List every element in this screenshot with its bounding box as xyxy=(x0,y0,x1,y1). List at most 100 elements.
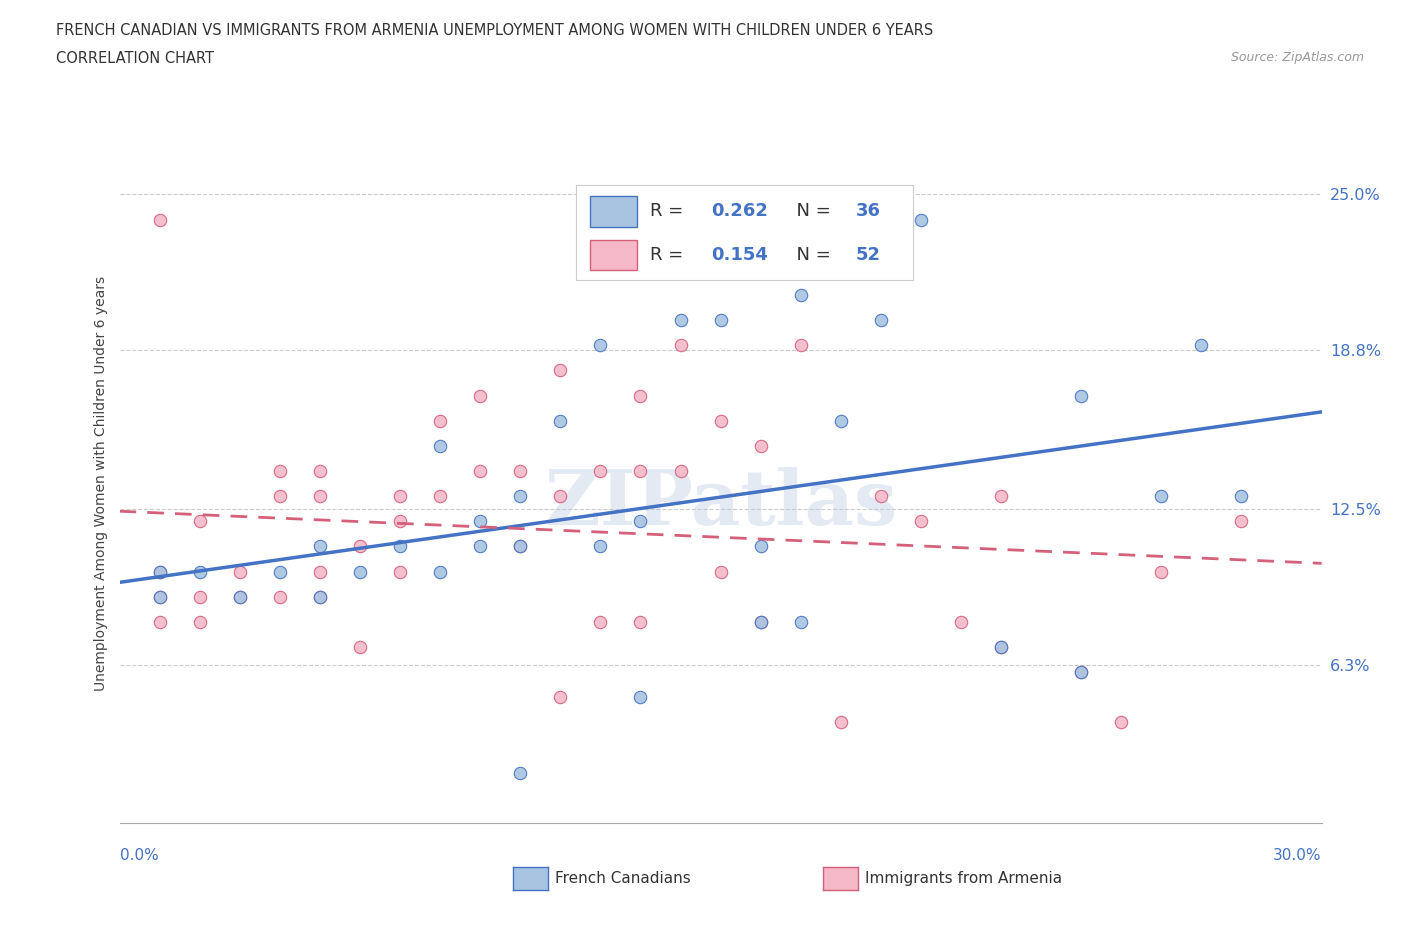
Point xyxy=(790,615,813,630)
Point xyxy=(990,640,1012,655)
Point xyxy=(1150,489,1173,504)
Point xyxy=(468,388,492,403)
Point xyxy=(269,565,291,579)
Point xyxy=(589,539,612,554)
Point xyxy=(1111,715,1133,730)
Point xyxy=(228,590,252,604)
Point xyxy=(749,438,772,453)
Point xyxy=(589,463,612,478)
Point xyxy=(429,489,451,504)
Point xyxy=(429,565,451,579)
Point xyxy=(188,565,211,579)
Point xyxy=(509,539,531,554)
Point xyxy=(388,539,412,554)
Point xyxy=(1070,665,1092,680)
Point xyxy=(309,489,332,504)
Point xyxy=(509,539,531,554)
Point xyxy=(468,514,492,529)
Point xyxy=(309,463,332,478)
Point xyxy=(468,539,492,554)
Point xyxy=(550,363,572,378)
Point xyxy=(550,413,572,428)
Point xyxy=(149,212,172,227)
Point xyxy=(669,338,692,352)
Point xyxy=(269,590,291,604)
Text: 30.0%: 30.0% xyxy=(1274,848,1322,863)
Point xyxy=(468,463,492,478)
Text: FRENCH CANADIAN VS IMMIGRANTS FROM ARMENIA UNEMPLOYMENT AMONG WOMEN WITH CHILDRE: FRENCH CANADIAN VS IMMIGRANTS FROM ARMEN… xyxy=(56,23,934,38)
Text: French Canadians: French Canadians xyxy=(555,871,692,886)
Point xyxy=(309,565,332,579)
Point xyxy=(349,565,371,579)
Point xyxy=(388,565,412,579)
Point xyxy=(869,312,893,327)
Point xyxy=(749,615,772,630)
Point xyxy=(950,615,973,630)
Point xyxy=(990,640,1012,655)
FancyBboxPatch shape xyxy=(589,196,637,227)
Point xyxy=(630,388,652,403)
Point xyxy=(630,690,652,705)
Point xyxy=(1191,338,1213,352)
Point xyxy=(309,590,332,604)
Point xyxy=(228,565,252,579)
Point xyxy=(388,489,412,504)
Text: R =: R = xyxy=(651,203,689,220)
Point xyxy=(429,438,451,453)
Point xyxy=(1070,665,1092,680)
Text: R =: R = xyxy=(651,246,689,264)
Point xyxy=(188,590,211,604)
Point xyxy=(188,514,211,529)
Point xyxy=(630,463,652,478)
Point xyxy=(1230,514,1253,529)
Point xyxy=(589,338,612,352)
FancyBboxPatch shape xyxy=(589,240,637,271)
Point xyxy=(1230,489,1253,504)
Text: N =: N = xyxy=(785,246,837,264)
Point xyxy=(1070,388,1092,403)
Text: Source: ZipAtlas.com: Source: ZipAtlas.com xyxy=(1230,51,1364,64)
Point xyxy=(149,590,172,604)
Point xyxy=(830,413,852,428)
Point xyxy=(910,514,932,529)
Point xyxy=(269,463,291,478)
Point xyxy=(630,514,652,529)
Point xyxy=(550,690,572,705)
Point xyxy=(228,590,252,604)
Text: CORRELATION CHART: CORRELATION CHART xyxy=(56,51,214,66)
Point xyxy=(269,489,291,504)
Text: N =: N = xyxy=(785,203,837,220)
Point xyxy=(149,565,172,579)
Point xyxy=(550,489,572,504)
Point xyxy=(790,338,813,352)
Point xyxy=(990,489,1012,504)
Y-axis label: Unemployment Among Women with Children Under 6 years: Unemployment Among Women with Children U… xyxy=(94,276,108,691)
Text: 0.262: 0.262 xyxy=(711,203,768,220)
Point xyxy=(830,715,852,730)
Point xyxy=(509,463,531,478)
Text: Immigrants from Armenia: Immigrants from Armenia xyxy=(865,871,1062,886)
Point xyxy=(910,212,932,227)
Point xyxy=(149,590,172,604)
Text: 0.0%: 0.0% xyxy=(120,848,159,863)
Point xyxy=(630,615,652,630)
Point xyxy=(1150,565,1173,579)
Point xyxy=(509,765,531,780)
Point xyxy=(349,539,371,554)
Point xyxy=(309,590,332,604)
Point xyxy=(869,489,893,504)
Point xyxy=(709,413,731,428)
Point xyxy=(188,615,211,630)
Text: 0.154: 0.154 xyxy=(711,246,768,264)
Point xyxy=(388,514,412,529)
Point xyxy=(749,615,772,630)
Point xyxy=(149,615,172,630)
Point xyxy=(589,615,612,630)
Text: 52: 52 xyxy=(856,246,880,264)
Point xyxy=(669,312,692,327)
Point xyxy=(349,640,371,655)
Point xyxy=(149,565,172,579)
Point xyxy=(709,312,731,327)
Text: ZIPatlas: ZIPatlas xyxy=(544,467,897,541)
Point xyxy=(309,539,332,554)
